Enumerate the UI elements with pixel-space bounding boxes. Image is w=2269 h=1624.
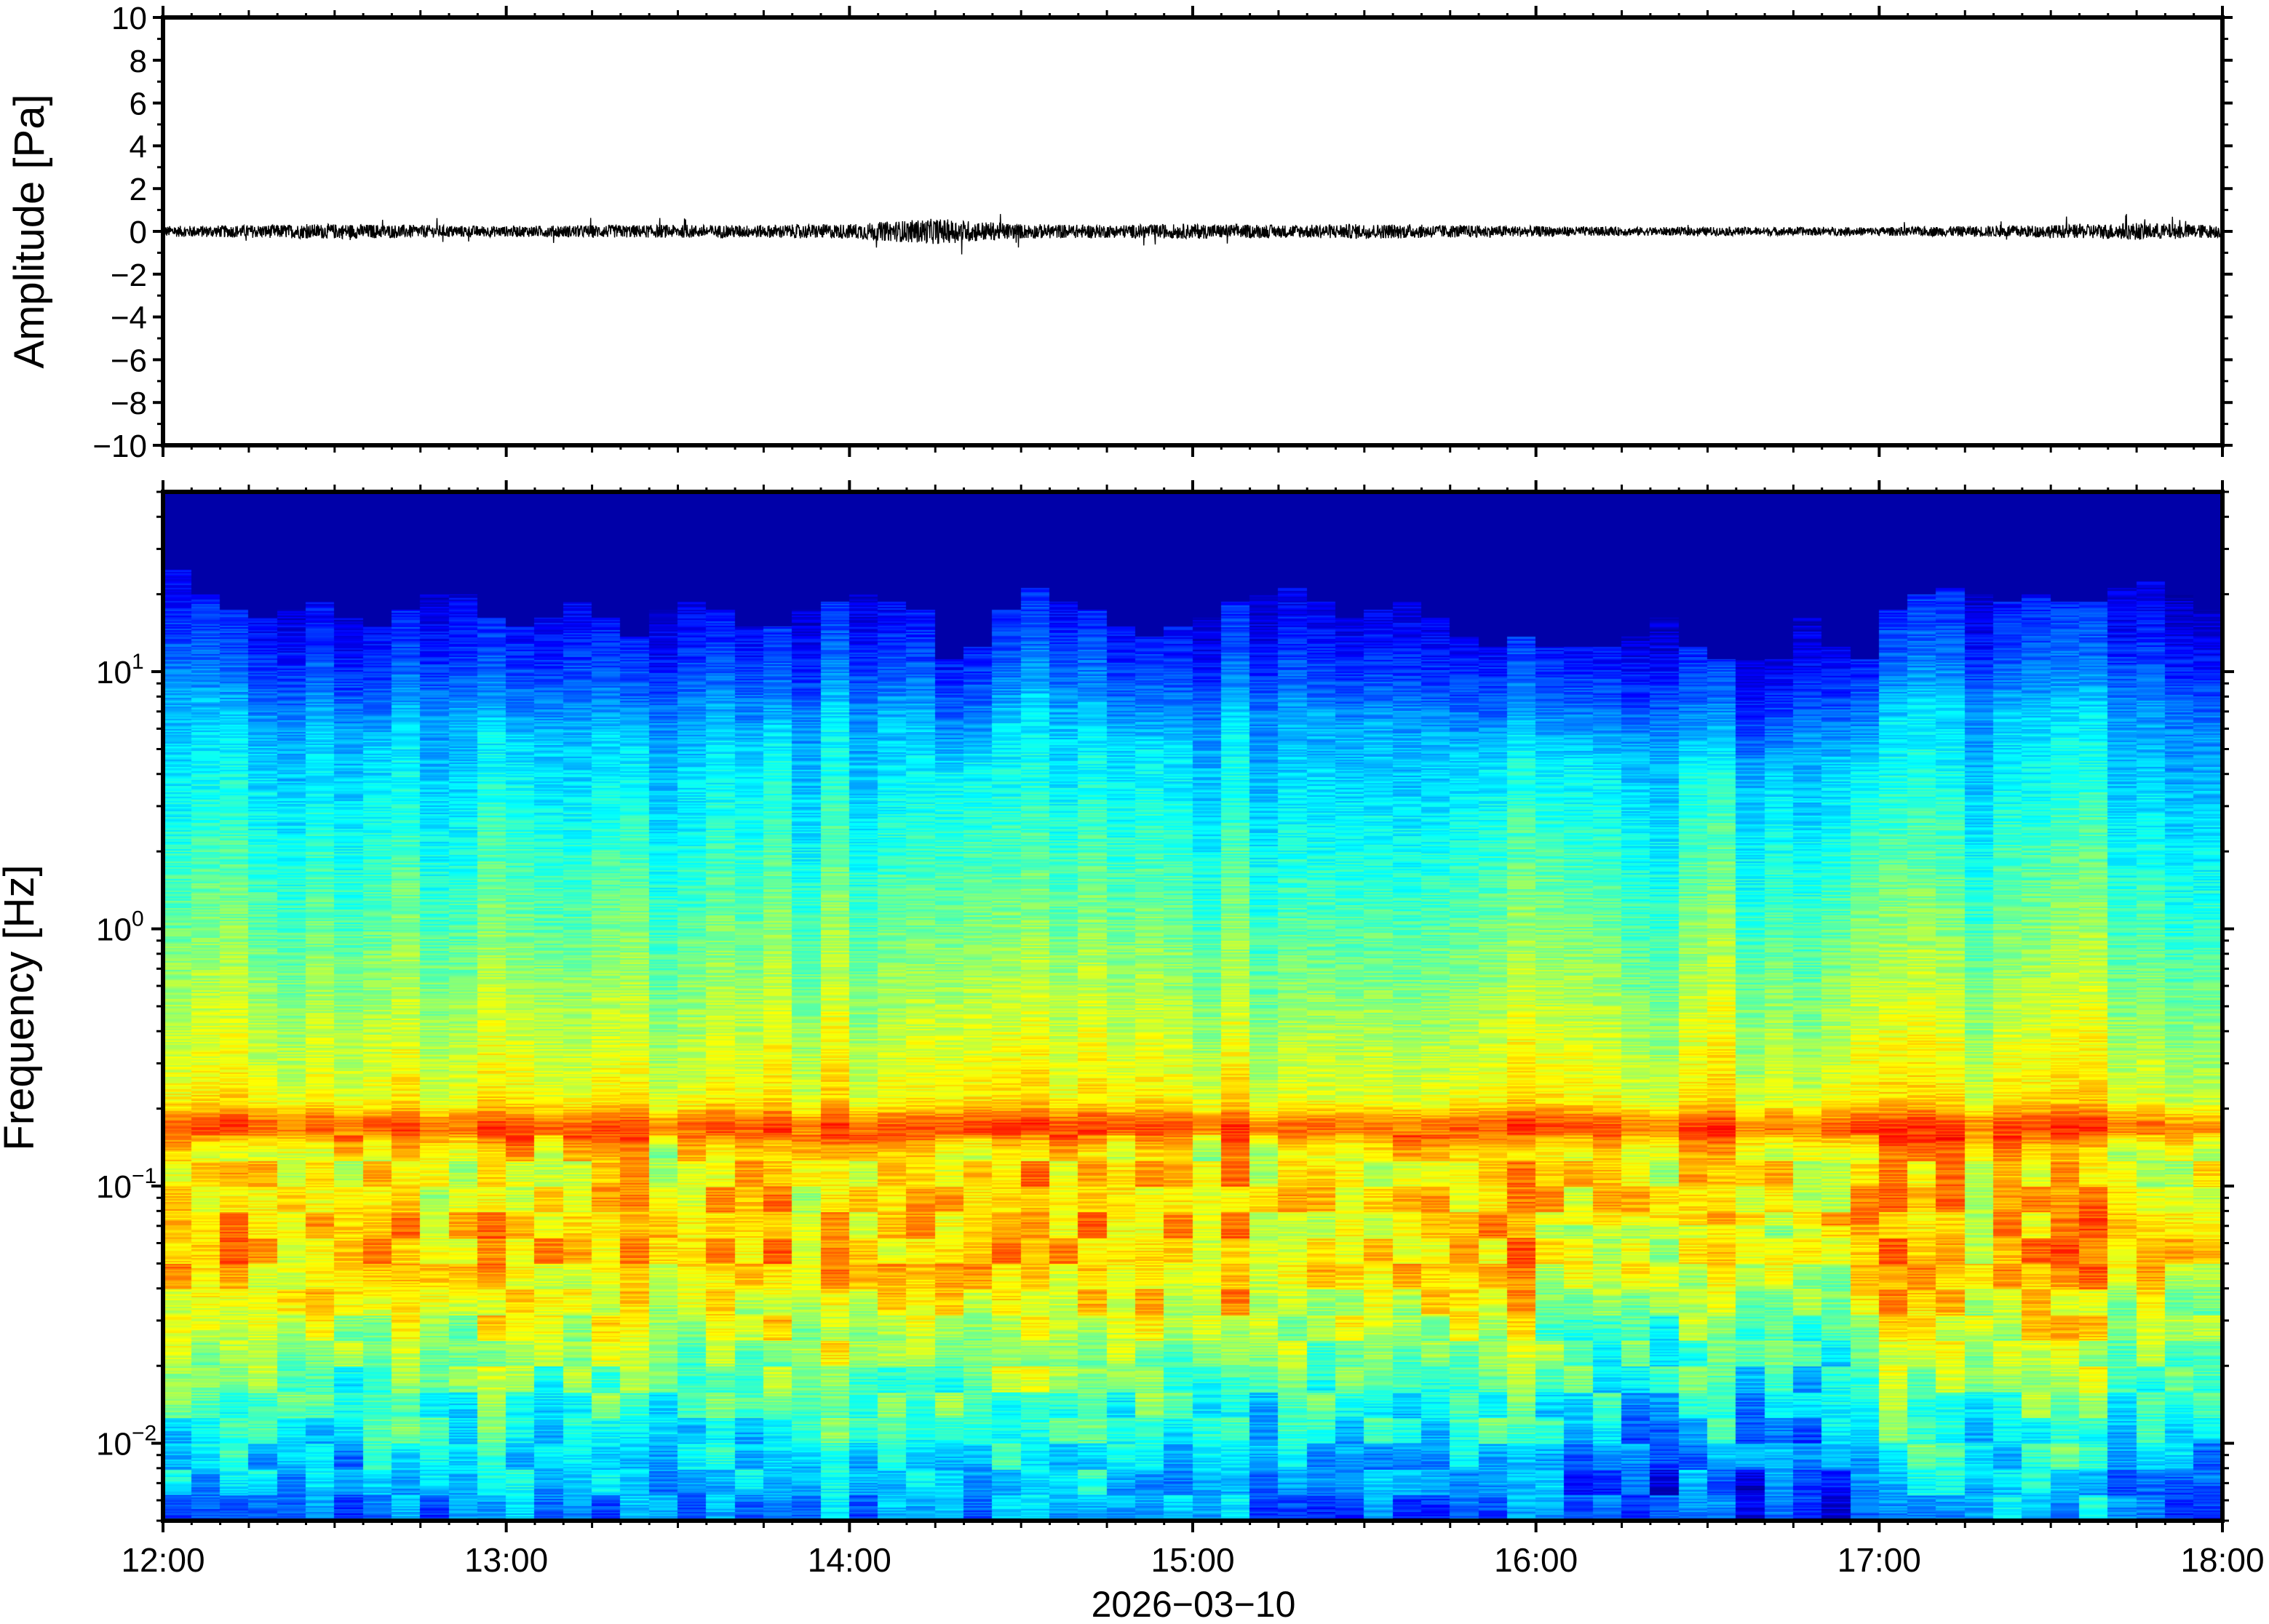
spectrogram-x-ticks: 12:00 13:00 14:00 15:00 16:00 17:00 18:00 [121,480,2265,1579]
waveform-panel: 10 8 6 4 2 0 −2 −4 −6 −8 −10 Amplitude [Pa] [6,1,2233,464]
waveform-y-axis-label: Amplitude [Pa] [6,94,53,368]
spectrogram-x-tick-label: 16:00 [1494,1541,1578,1579]
spectrogram-heatmap [163,492,2222,1521]
spectrogram-y-tick-label: 10−2 [96,1422,156,1462]
waveform-y-tick-label: 4 [130,129,147,164]
spectrogram-x-tick-label: 17:00 [1837,1541,1921,1579]
waveform-x-ticks [162,6,2224,457]
waveform-y-tick-label: 10 [111,1,147,36]
spectrogram-image-holder [163,492,2222,1521]
waveform-y-tick-label: 6 [130,87,147,122]
waveform-y-tick-label: −6 [111,343,147,378]
waveform-y-tick-label: −8 [111,386,147,421]
spectrogram-x-tick-label: 14:00 [808,1541,891,1579]
waveform-y-tick-label: 2 [130,172,147,207]
waveform-y-tick-label: −10 [92,429,147,464]
spectrogram-x-tick-label: 13:00 [464,1541,548,1579]
spectrogram-y-tick-label: 101 [96,650,144,690]
spectrogram-y-tick-label: 100 [96,907,144,948]
spectrogram-y-ticks: 101 100 10−1 10−2 [96,490,2234,1522]
spectrogram-y-axis-label: Frequency [Hz] [0,864,43,1150]
spectrogram-panel: 101 100 10−1 10−2 12:00 13:00 14:00 15:00 16:00… [0,480,2265,1624]
waveform-y-tick-label: −4 [111,300,147,336]
waveform-y-tick-label: −2 [111,258,147,293]
spectrogram-x-tick-label: 18:00 [2180,1541,2264,1579]
spectrogram-x-tick-label: 15:00 [1151,1541,1234,1579]
spectrogram-y-tick-label: 10−1 [96,1164,156,1205]
waveform-trace [162,214,2223,255]
spectrogram-x-tick-label: 12:00 [121,1541,204,1579]
waveform-y-ticks: 10 8 6 4 2 0 −2 −4 −6 −8 −10 [92,1,2233,464]
x-axis-date-label: 2026−03−10 [1092,1584,1296,1624]
waveform-trace-path [162,214,2223,255]
waveform-y-tick-label: 0 [130,215,147,250]
waveform-y-tick-label: 8 [130,44,147,79]
